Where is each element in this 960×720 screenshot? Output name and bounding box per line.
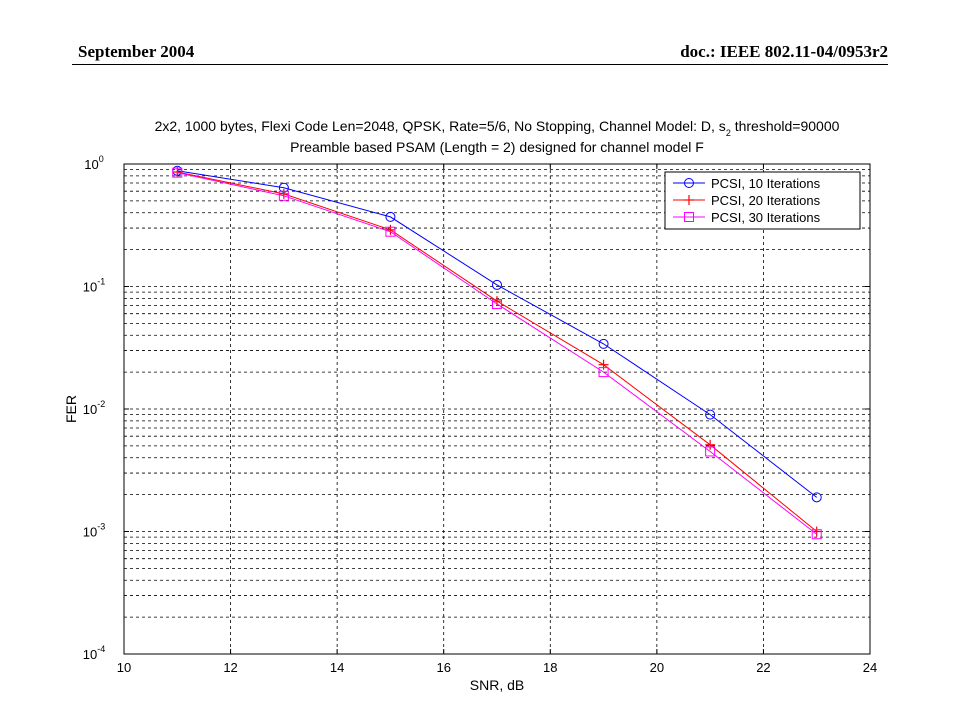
x-axis-label: SNR, dB [470, 677, 524, 693]
series-2-point [172, 167, 183, 178]
series-1-point [811, 492, 822, 503]
x-tick-label: 22 [756, 660, 770, 675]
series-2-point [598, 359, 609, 370]
series-1-point [492, 279, 502, 290]
series-3-point [492, 298, 502, 309]
series-line-3 [177, 172, 818, 535]
series-3-point [278, 190, 289, 201]
x-tick-label: 18 [543, 660, 557, 675]
legend-entry-label: PCSI, 20 Iterations [711, 193, 821, 208]
axis-ticks: 10 12 14 16 18 20 22 24 100 10-1 10-2 10-3 10-4 [83, 154, 877, 675]
y-tick-label: 10-3 [83, 522, 105, 540]
legend-entry-label: PCSI, 10 Iterations [711, 176, 821, 191]
x-tick-label: 20 [650, 660, 664, 675]
series-1-point [385, 211, 396, 222]
legend-swatch-marker [684, 195, 694, 205]
chart-title-line2: Preamble based PSAM (Length = 2) designe… [290, 139, 704, 155]
series-3-point [385, 226, 396, 237]
series-3-point [598, 367, 609, 378]
header-rule [72, 64, 888, 65]
legend: PCSI, 10 Iterations PCSI, 20 Iterations PC… [664, 171, 861, 230]
series-layer [172, 165, 822, 540]
chart-title-line1: 2x2, 1000 bytes, Flexi Code Len=2048, QP… [155, 118, 840, 138]
series-3-point [705, 446, 716, 457]
y-tick-label: 10-1 [83, 277, 105, 295]
x-tick-label: 16 [436, 660, 450, 675]
grid-lines [124, 164, 870, 654]
series-1-point [598, 338, 609, 349]
legend-swatch-marker [684, 178, 694, 188]
header-date: September 2004 [78, 42, 195, 61]
x-tick-label: 24 [863, 660, 877, 675]
x-tick-label: 12 [223, 660, 237, 675]
x-tick-label: 10 [117, 660, 131, 675]
series-2-point [278, 188, 289, 199]
chart-title-subscript: 2 [726, 128, 731, 138]
series-2-point [385, 224, 396, 235]
series-3-point [811, 529, 822, 540]
y-axis-label: FER [63, 395, 79, 423]
header-doc-id: doc.: IEEE 802.11-04/0953r2 [680, 42, 888, 61]
series-1-point [705, 409, 716, 420]
x-tick-label: 14 [330, 660, 344, 675]
legend-swatch-marker [684, 212, 694, 222]
series-2-point [705, 439, 716, 450]
series-line-1 [177, 170, 818, 498]
legend-entry-label: PCSI, 30 Iterations [711, 210, 821, 225]
y-tick-label: 10-4 [83, 644, 105, 662]
y-tick-label: 100 [84, 154, 103, 172]
series-3-point [172, 167, 183, 178]
y-tick-label: 10-2 [83, 399, 105, 417]
